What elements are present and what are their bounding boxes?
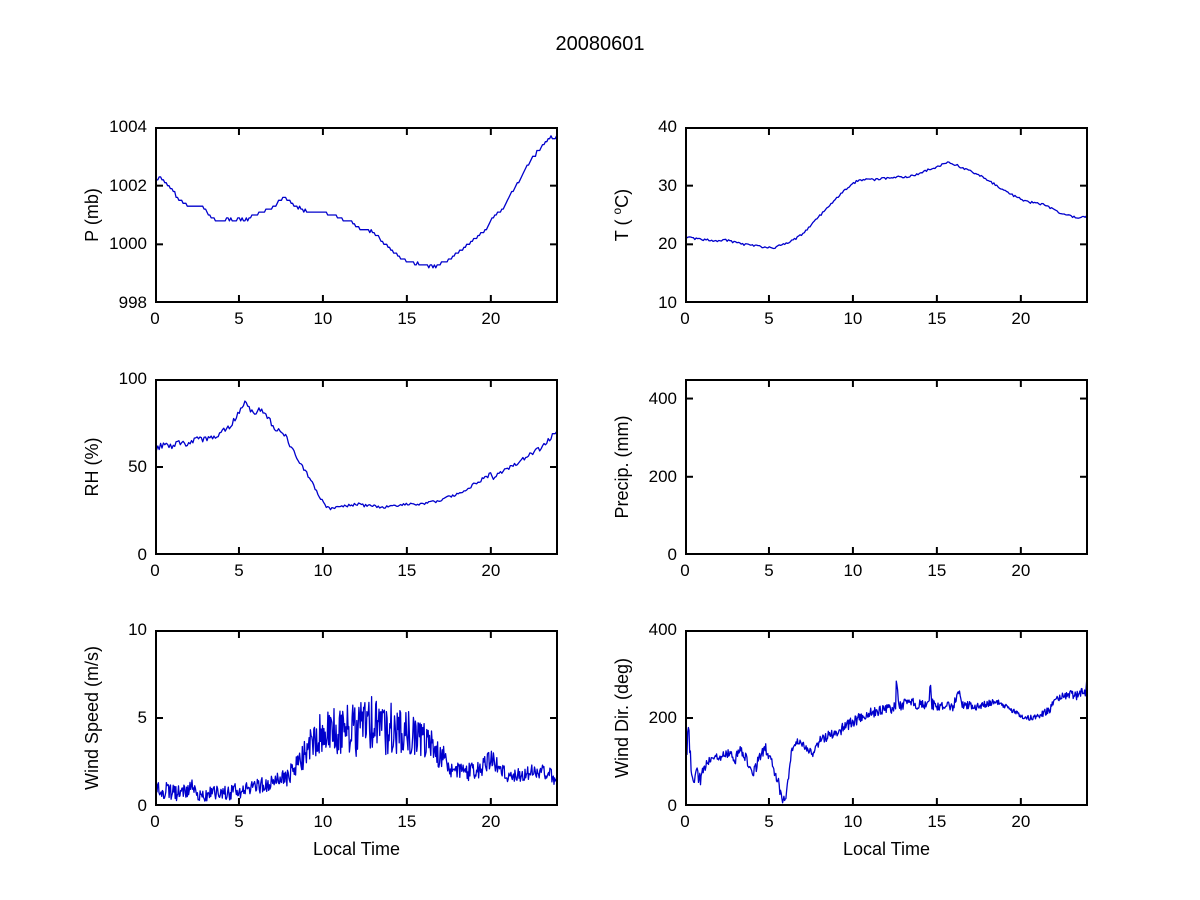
y-axis-label: Wind Dir. (deg) bbox=[605, 630, 632, 806]
x-tick-label: 15 bbox=[927, 812, 947, 831]
y-tick-label: 0 bbox=[137, 796, 147, 815]
subplot-precipitation: 400 200 0 0 5 10 15 20 Precip. (mm) bbox=[612, 379, 1088, 580]
y-axis-label-text: Wind Speed (m/s) bbox=[82, 645, 102, 791]
y-tick-label: 1000 bbox=[109, 234, 147, 254]
x-tick-label: 0 bbox=[150, 812, 160, 831]
x-tick-label: 20 bbox=[481, 812, 501, 831]
x-tick-label: 10 bbox=[843, 812, 863, 831]
x-tick-label: 20 bbox=[1011, 812, 1031, 831]
x-tick-label: 5 bbox=[234, 812, 244, 831]
subplot-relative-humidity: 100 50 0 0 5 10 15 20 RH (%) bbox=[82, 369, 558, 580]
axes-temperature bbox=[685, 127, 1088, 303]
y-tick-label: 5 bbox=[137, 708, 147, 727]
subplot-wind-direction: 400 200 0 0 5 10 15 20 Wind Dir. (deg) Local Time bbox=[612, 620, 1088, 859]
y-tick-label: 400 bbox=[648, 620, 677, 639]
axes-box bbox=[155, 630, 558, 806]
y-axis-label-text: C) bbox=[612, 188, 632, 208]
x-tick-label: 5 bbox=[764, 309, 774, 328]
y-axis-label-text: T ( bbox=[612, 214, 632, 242]
y-tick-label: 200 bbox=[648, 466, 677, 486]
x-tick-label: 0 bbox=[150, 309, 160, 328]
x-tick-label: 15 bbox=[397, 812, 417, 831]
y-tick-label: 1004 bbox=[109, 117, 147, 136]
y-axis-label-text: Wind Dir. (deg) bbox=[612, 657, 632, 779]
y-tick-label: 0 bbox=[667, 796, 677, 815]
y-axis-label-superscript: o bbox=[610, 207, 624, 215]
axes-pressure bbox=[155, 127, 558, 303]
x-tick-label: 0 bbox=[680, 309, 690, 328]
axes-box bbox=[685, 127, 1088, 303]
y-axis-label: P (mb) bbox=[75, 127, 102, 303]
figure-title: 20080601 bbox=[555, 33, 645, 55]
x-tick-label: 5 bbox=[764, 812, 774, 831]
x-tick-label: 20 bbox=[1011, 309, 1031, 328]
y-axis-label-text: Precip. (mm) bbox=[612, 415, 632, 519]
subplot-wind-speed: 10 5 0 0 5 10 15 20 Wind Speed (m/s) Local Time bbox=[82, 620, 558, 859]
x-tick-label: 20 bbox=[481, 561, 501, 580]
x-tick-label: 20 bbox=[481, 309, 501, 328]
x-tick-label: 0 bbox=[680, 561, 690, 580]
y-axis-label: Wind Speed (m/s) bbox=[75, 630, 102, 806]
x-tick-label: 10 bbox=[313, 812, 333, 831]
wind-speed-line bbox=[155, 696, 558, 802]
axes-relative-humidity bbox=[155, 379, 558, 555]
y-axis-label-text: RH (%) bbox=[82, 437, 102, 497]
x-tick-label: 10 bbox=[843, 561, 863, 580]
y-tick-label: 20 bbox=[658, 234, 677, 254]
axes-wind-direction bbox=[685, 630, 1088, 806]
y-tick-label: 400 bbox=[648, 388, 677, 408]
x-tick-label: 5 bbox=[234, 309, 244, 328]
temperature-line bbox=[685, 161, 1088, 250]
axes-wind-speed bbox=[155, 630, 558, 806]
x-tick-label: 20 bbox=[1011, 561, 1031, 580]
y-axis-label-text: P (mb) bbox=[82, 188, 102, 242]
x-tick-label: 15 bbox=[927, 561, 947, 580]
y-axis-label: Precip. (mm) bbox=[605, 379, 632, 555]
y-tick-label: 0 bbox=[137, 545, 147, 564]
x-tick-label: 10 bbox=[843, 309, 863, 328]
subplot-temperature: 40 30 20 10 0 5 10 15 20 T ( oC) bbox=[610, 117, 1088, 328]
x-tick-label: 10 bbox=[313, 561, 333, 580]
x-tick-label: 5 bbox=[234, 561, 244, 580]
y-tick-label: 1002 bbox=[109, 175, 147, 195]
pressure-line bbox=[155, 132, 558, 269]
y-tick-label: 200 bbox=[648, 708, 677, 727]
relative-humidity-line bbox=[155, 400, 558, 511]
x-tick-label: 15 bbox=[397, 561, 417, 580]
x-axis-label: Local Time bbox=[312, 839, 401, 859]
wind-direction-line bbox=[685, 667, 1088, 804]
y-tick-label: 10 bbox=[658, 293, 677, 312]
y-tick-label: 100 bbox=[118, 369, 147, 388]
axes-box bbox=[155, 127, 558, 303]
x-tick-label: 0 bbox=[680, 812, 690, 831]
axes-box bbox=[685, 379, 1088, 555]
x-tick-label: 15 bbox=[397, 309, 417, 328]
x-axis-label: Local Time bbox=[842, 839, 931, 859]
x-tick-label: 10 bbox=[313, 309, 333, 328]
axes-precipitation bbox=[685, 379, 1088, 555]
y-tick-label: 50 bbox=[128, 457, 147, 476]
y-axis-label: T ( oC) bbox=[605, 127, 632, 303]
y-tick-label: 998 bbox=[118, 293, 147, 312]
subplot-pressure: 1004 1002 1000 998 0 5 10 15 20 P (mb) bbox=[82, 117, 558, 328]
y-axis-label: RH (%) bbox=[75, 379, 102, 555]
y-tick-label: 30 bbox=[658, 175, 677, 195]
x-tick-label: 0 bbox=[150, 561, 160, 580]
y-tick-label: 40 bbox=[658, 117, 677, 136]
axes-box bbox=[685, 630, 1088, 806]
y-tick-label: 10 bbox=[128, 620, 147, 639]
x-tick-label: 5 bbox=[764, 561, 774, 580]
axes-box bbox=[155, 379, 558, 555]
x-tick-label: 15 bbox=[927, 309, 947, 328]
y-tick-label: 0 bbox=[667, 545, 677, 564]
